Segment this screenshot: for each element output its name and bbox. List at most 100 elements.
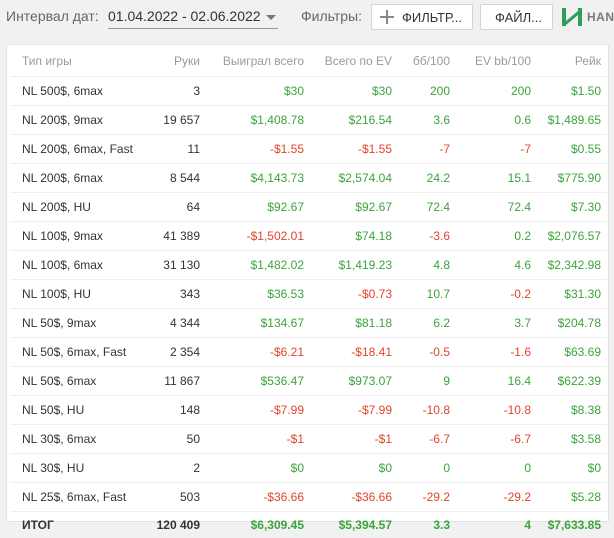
won-total-cell: -$1.55 xyxy=(206,135,310,164)
ev-total-cell: $1,419.23 xyxy=(310,251,398,280)
bb100-cell: 200 xyxy=(398,77,456,106)
won-total-cell: $1,408.78 xyxy=(206,106,310,135)
ev-bb100-cell: -10.8 xyxy=(456,396,537,425)
game-type-cell: NL 30$, HU xyxy=(10,454,144,483)
date-range-underline xyxy=(108,28,278,29)
column-header-rake[interactable]: Рейк xyxy=(537,45,607,77)
bb100-cell: 0 xyxy=(398,454,456,483)
hands-cell: 3 xyxy=(144,77,206,106)
ev-bb100-cell: 72.4 xyxy=(456,193,537,222)
bb100-cell: -7 xyxy=(398,135,456,164)
date-range-select[interactable]: 01.04.2022 - 02.06.2022 xyxy=(106,6,278,28)
won-total-cell: $536.47 xyxy=(206,367,310,396)
ev-bb100-cell: -7 xyxy=(456,135,537,164)
hands-cell: 41 389 xyxy=(144,222,206,251)
bb100-cell: 24.2 xyxy=(398,164,456,193)
stats-table: Тип игры Руки Выиграл всего Всего по EV … xyxy=(10,45,607,538)
ev-total-cell: $216.54 xyxy=(310,106,398,135)
game-type-cell: NL 30$, 6max xyxy=(10,425,144,454)
ev-total-cell: $2,574.04 xyxy=(310,164,398,193)
bb100-cell: -6.7 xyxy=(398,425,456,454)
column-header-hands[interactable]: Руки xyxy=(144,45,206,77)
hands-cell: 8 544 xyxy=(144,164,206,193)
ev-total-cell: $30 xyxy=(310,77,398,106)
file-button[interactable]: ФАЙЛ... xyxy=(480,4,553,30)
rake-cell: $1,489.65 xyxy=(537,106,607,135)
rake-cell: $0 xyxy=(537,454,607,483)
column-header-game-type[interactable]: Тип игры xyxy=(10,45,144,77)
add-filter-button-label: ФИЛЬТР... xyxy=(402,10,462,25)
won-total-cell: $92.67 xyxy=(206,193,310,222)
app-logo: HAN xyxy=(560,5,614,29)
ev-bb100-cell: -1.6 xyxy=(456,338,537,367)
ev-bb100-cell: 3.7 xyxy=(456,309,537,338)
ev-total-cell: $973.07 xyxy=(310,367,398,396)
bb100-cell: 10.7 xyxy=(398,280,456,309)
game-type-cell: NL 50$, 6max xyxy=(10,367,144,396)
bb100-cell: -10.8 xyxy=(398,396,456,425)
add-filter-button[interactable]: ФИЛЬТР... xyxy=(371,4,473,30)
ev-bb100-cell: 15.1 xyxy=(456,164,537,193)
column-header-ev-bb100[interactable]: EV bb/100 xyxy=(456,45,537,77)
filters-label: Фильтры: xyxy=(301,8,362,24)
ev-total-cell: $74.18 xyxy=(310,222,398,251)
hands-cell: 64 xyxy=(144,193,206,222)
logo-text: HAN xyxy=(587,10,614,24)
column-header-won-total[interactable]: Выиграл всего xyxy=(206,45,310,77)
ev-total-cell: -$0.73 xyxy=(310,280,398,309)
ev-bb100-cell: 0 xyxy=(456,454,537,483)
hands-cell: 11 867 xyxy=(144,367,206,396)
ev-total-cell: $92.67 xyxy=(310,193,398,222)
hands-cell: 4 344 xyxy=(144,309,206,338)
ev-bb100-cell: 0.6 xyxy=(456,106,537,135)
rake-cell: $622.39 xyxy=(537,367,607,396)
game-type-cell: NL 25$, 6max, Fast xyxy=(10,483,144,512)
date-range-value: 01.04.2022 - 02.06.2022 xyxy=(108,8,261,24)
game-type-cell: NL 100$, 6max xyxy=(10,251,144,280)
rake-cell: $2,076.57 xyxy=(537,222,607,251)
file-button-label: ФАЙЛ... xyxy=(495,10,542,25)
won-total-cell: $30 xyxy=(206,77,310,106)
hands-cell: 11 xyxy=(144,135,206,164)
table-header-row: Тип игры Руки Выиграл всего Всего по EV … xyxy=(10,45,607,77)
plus-icon xyxy=(380,10,394,24)
logo-mark-icon xyxy=(560,5,584,29)
column-header-bb100[interactable]: бб/100 xyxy=(398,45,456,77)
hands-cell: 343 xyxy=(144,280,206,309)
ev-bb100-cell: 16.4 xyxy=(456,367,537,396)
won-total-cell: -$7.99 xyxy=(206,396,310,425)
rake-cell: $3.58 xyxy=(537,425,607,454)
game-type-cell: NL 100$, HU xyxy=(10,280,144,309)
hands-cell: 31 130 xyxy=(144,251,206,280)
won-total-cell: $4,143.73 xyxy=(206,164,310,193)
hands-cell: 50 xyxy=(144,425,206,454)
won-total-cell: $0 xyxy=(206,454,310,483)
ev-total-cell: -$18.41 xyxy=(310,338,398,367)
rake-cell: $31.30 xyxy=(537,280,607,309)
toolbar: Интервал дат: 01.04.2022 - 02.06.2022 Фи… xyxy=(0,0,614,38)
won-total-cell: $36.53 xyxy=(206,280,310,309)
rake-cell: $1.50 xyxy=(537,77,607,106)
game-type-cell: NL 200$, HU xyxy=(10,193,144,222)
ev-bb100-cell: -0.2 xyxy=(456,280,537,309)
game-type-cell: NL 200$, 6max, Fast xyxy=(10,135,144,164)
column-header-ev-total[interactable]: Всего по EV xyxy=(310,45,398,77)
ev-bb100-cell: 0.2 xyxy=(456,222,537,251)
game-type-cell: NL 100$, 9max xyxy=(10,222,144,251)
rake-cell: $204.78 xyxy=(537,309,607,338)
